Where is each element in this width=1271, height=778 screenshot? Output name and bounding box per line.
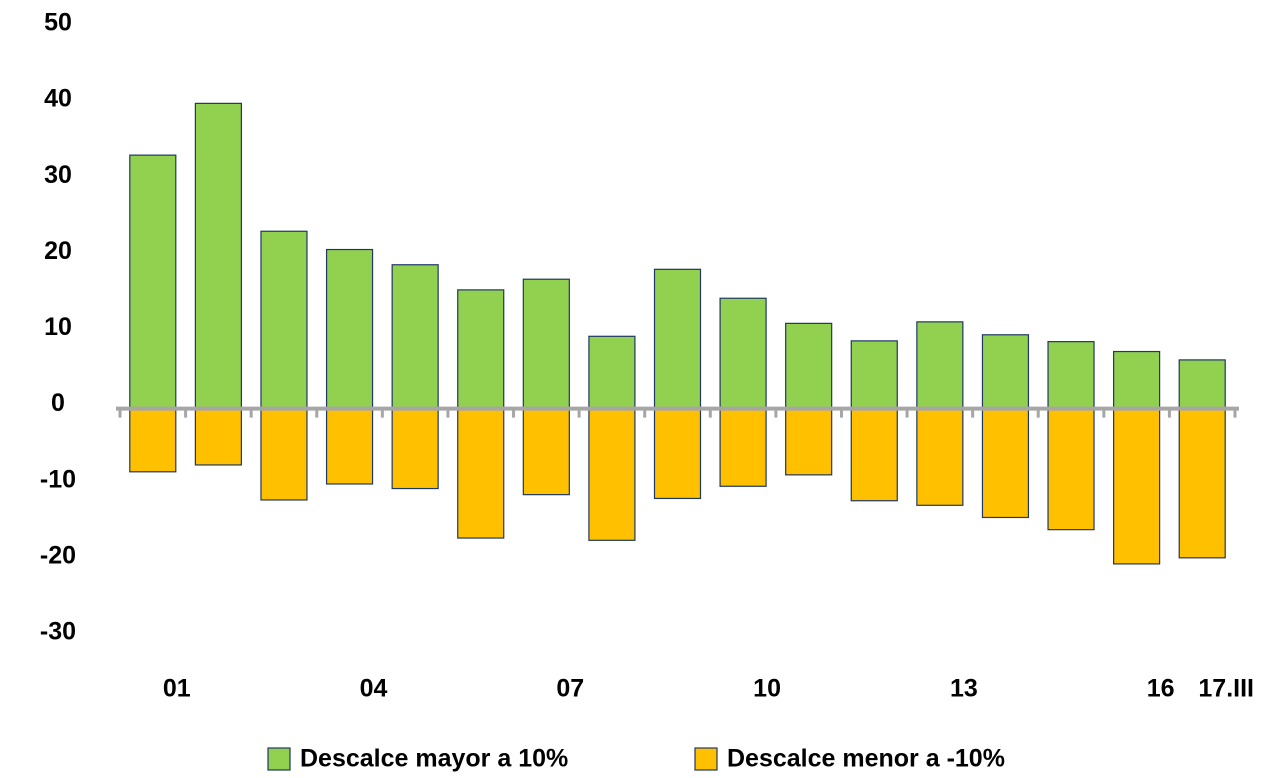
bar: [260, 408, 308, 501]
y-tick-label: -20: [40, 541, 76, 569]
bar: [260, 230, 308, 410]
bar: [1113, 350, 1161, 410]
y-tick-label: 30: [44, 161, 72, 189]
bar: [1047, 341, 1095, 410]
legend-swatch: [694, 747, 718, 771]
y-tick-label: 50: [44, 9, 72, 37]
bar: [1178, 359, 1226, 410]
x-tick-label: 04: [360, 675, 388, 703]
y-tick-label: 10: [44, 313, 72, 341]
y-tick-label: -30: [40, 618, 76, 646]
x-tick-label: 13: [950, 675, 978, 703]
bar: [981, 408, 1030, 519]
x-tick-label: 16: [1147, 675, 1175, 703]
bar: [391, 408, 439, 490]
bar: [981, 334, 1030, 410]
bar: [850, 408, 898, 502]
x-tick-label: 07: [556, 675, 584, 703]
bar: [653, 268, 702, 410]
y-tick-label: 40: [44, 85, 72, 113]
bar: [719, 408, 767, 487]
legend-label: Descalce menor a -10%: [727, 745, 1005, 773]
bar: [194, 408, 242, 466]
x-tick-label: 17.III: [1198, 675, 1254, 703]
bar: [194, 102, 242, 410]
bar: [719, 297, 767, 410]
bar: [916, 408, 964, 506]
legend-swatch: [267, 747, 291, 771]
bar: [325, 248, 374, 410]
bar: [129, 408, 177, 473]
bar: [1178, 408, 1226, 559]
x-tick-label: 01: [163, 675, 191, 703]
bar: [653, 408, 702, 500]
y-tick-label: 0: [51, 389, 65, 417]
bar: [522, 408, 570, 496]
bar: [850, 340, 898, 410]
bar: [457, 289, 505, 410]
bar: [457, 408, 505, 539]
bar: [785, 322, 833, 410]
y-tick-label: 20: [44, 237, 72, 265]
bar: [1113, 408, 1161, 565]
bar: [588, 335, 636, 410]
y-tick-label: -10: [40, 465, 76, 493]
bar: [391, 264, 439, 410]
bar: [522, 278, 570, 410]
bar: [588, 408, 636, 541]
bar: [1047, 408, 1095, 531]
bar: [129, 154, 177, 410]
x-tick-label: 10: [753, 675, 781, 703]
bar: [916, 321, 964, 410]
bar: [785, 408, 833, 476]
bar: [325, 408, 374, 485]
legend-label: Descalce mayor a 10%: [300, 745, 568, 773]
